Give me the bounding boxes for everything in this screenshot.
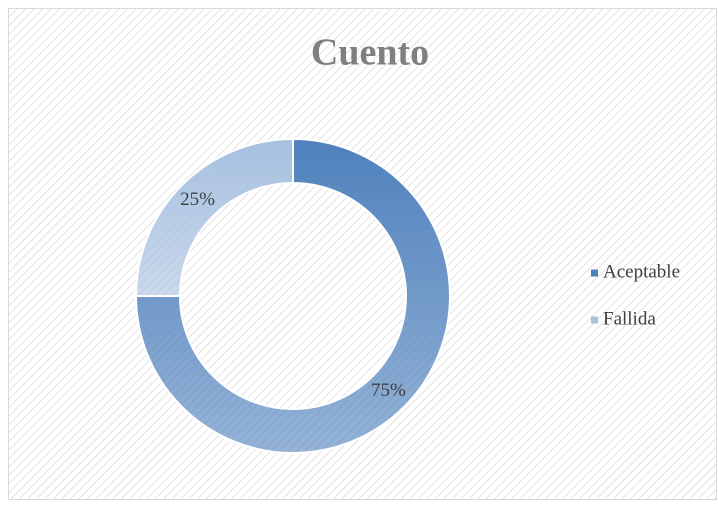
doughnut-segment: [134, 137, 294, 297]
legend-label: Aceptable: [603, 261, 680, 282]
chart-title: Cuento: [311, 32, 429, 74]
data-label: 25%: [180, 189, 215, 210]
data-label: 75%: [371, 380, 406, 401]
legend-swatch: [591, 269, 598, 277]
legend-label: Fallida: [603, 308, 656, 329]
legend-swatch: [591, 316, 598, 324]
doughnut-segment: [134, 137, 451, 454]
